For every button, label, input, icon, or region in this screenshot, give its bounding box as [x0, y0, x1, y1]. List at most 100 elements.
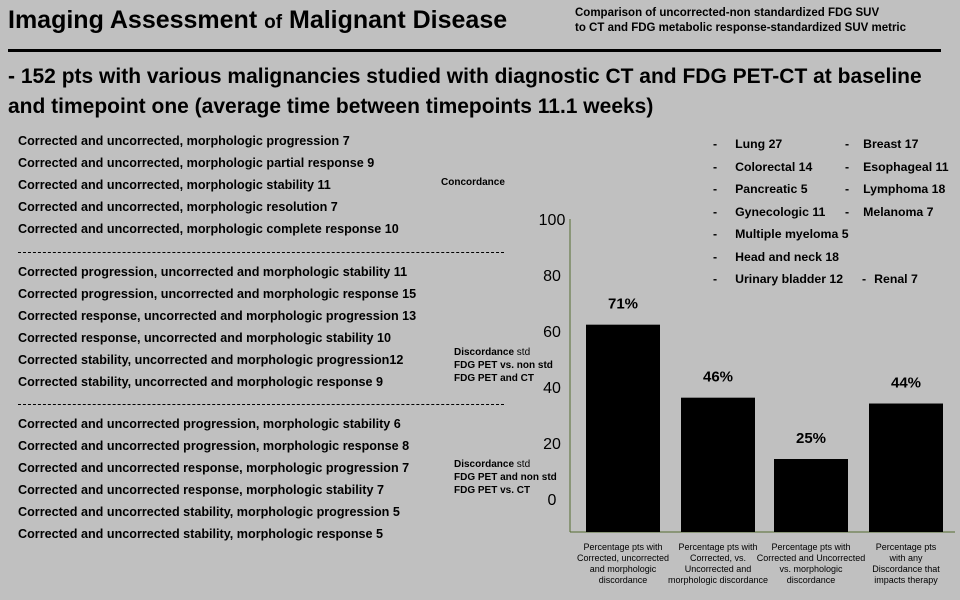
- discordance-std-label-line: FDG PET vs. non std: [454, 360, 553, 371]
- subtitle-line: Comparison of uncorrected-non standardiz…: [575, 7, 880, 19]
- list-item: Corrected and uncorrected, morphologic c…: [18, 222, 399, 236]
- concordance-list: Corrected and uncorrected, morphologic p…: [18, 130, 399, 240]
- x-category-label: Percentage pts with any Discordance that im…: [872, 542, 940, 585]
- discordance-ct-label-line: FDG PET vs. CT: [454, 485, 531, 496]
- x-category-label-line: impacts therapy: [874, 575, 938, 585]
- bullet-dash: -: [713, 227, 718, 241]
- list-item: Corrected and uncorrected progression, m…: [18, 417, 401, 431]
- malignancy-list-right: - Breast 17 - Esophageal 11 - Lymphoma 18 -…: [845, 137, 949, 227]
- discordance-std-label-std: std: [514, 347, 531, 358]
- list-item: Corrected response, uncorrected and morp…: [18, 331, 392, 345]
- discordance-std-label-line: FDG PET and CT: [454, 373, 534, 384]
- list-item: Corrected and uncorrected stability, mor…: [18, 527, 384, 541]
- discordance-ct-list: Corrected and uncorrected progression, m…: [18, 413, 409, 545]
- list-item: Corrected stability, uncorrected and mor…: [18, 353, 404, 367]
- x-category-label-line: Corrected, uncorrected: [577, 553, 669, 563]
- malignancy-item: - Breast 17: [845, 137, 949, 160]
- y-tick-label: 80: [543, 268, 561, 285]
- malignancy-label: Pancreatic 5: [735, 182, 808, 196]
- bar-value-label: 46%: [703, 369, 733, 386]
- malignancy-label: Breast 17: [863, 137, 919, 151]
- x-category-label-line: Percentage pts with: [771, 542, 850, 552]
- malignancy-item: - Head and neck 18: [713, 250, 849, 273]
- bullet-dash: -: [862, 272, 867, 286]
- x-category-label-line: discordance: [787, 575, 836, 585]
- bullet-dash: -: [845, 182, 850, 196]
- y-tick-label: 40: [543, 380, 561, 397]
- slide-title: Imaging Assessment of Malignant Disease: [8, 6, 508, 34]
- x-category-label-line: with any: [888, 553, 923, 563]
- discordance-std-label-title: Discordance: [454, 347, 515, 358]
- malignancy-item: - Lymphoma 18: [845, 182, 949, 205]
- malignancy-item: - Urinary bladder 12: [713, 272, 849, 295]
- malignancy-label: Multiple myeloma 5: [735, 227, 849, 241]
- x-category-label-line: vs. morphologic: [779, 564, 843, 574]
- discordance-ct-label: Discordance std FDG PET and non std FDG …: [454, 458, 557, 497]
- malignancy-label: Colorectal 14: [735, 159, 813, 174]
- list-item: Corrected stability, uncorrected and mor…: [18, 375, 384, 389]
- malignancy-label: Melanoma 7: [863, 204, 934, 219]
- discordance-std-list: Corrected progression, uncorrected and m…: [18, 261, 416, 393]
- bullet-dash: -: [845, 137, 850, 151]
- x-category-label-line: Percentage pts with: [678, 542, 757, 552]
- discordance-ct-label-std: std: [514, 459, 531, 470]
- bar: [586, 324, 660, 532]
- x-category-label-line: Corrected and Uncorrected: [757, 553, 866, 563]
- x-category-label: Percentage pts with Corrected, vs. Uncorre…: [668, 542, 768, 585]
- list-item: Corrected progression, uncorrected and m…: [18, 287, 417, 301]
- malignancy-label: Gynecologic 11: [735, 204, 826, 219]
- list-item: Corrected response, uncorrected and morp…: [18, 309, 417, 323]
- malignancy-label: Lung 27: [735, 137, 783, 151]
- bar: [774, 459, 848, 532]
- malignancy-item: - Esophageal 11: [845, 160, 949, 183]
- malignancy-label: Urinary bladder 12: [735, 272, 844, 286]
- x-category-label-line: Percentage pts with: [583, 542, 662, 552]
- bar-value-label: 44%: [891, 375, 921, 392]
- list-item: Corrected and uncorrected response, morp…: [18, 461, 410, 475]
- list-item: Corrected and uncorrected response, morp…: [18, 483, 384, 497]
- list-item: Corrected and uncorrected, morphologic s…: [18, 178, 331, 192]
- list-item: Corrected and uncorrected, morphologic p…: [18, 134, 350, 148]
- list-item: Corrected and uncorrected stability, mor…: [18, 505, 400, 519]
- malignancy-item: - Multiple myeloma 5: [713, 227, 849, 250]
- x-category-label-line: Uncorrected and: [685, 564, 752, 574]
- x-category-label-line: Corrected, vs.: [690, 553, 746, 563]
- study-summary: - 152 pts with various malignancies stud…: [8, 65, 922, 118]
- bullet-dash: -: [713, 272, 718, 286]
- malignancy-item: - Renal 7: [862, 272, 918, 286]
- bullet-dash: -: [845, 159, 850, 174]
- discordance-ct-label-title: Discordance: [454, 459, 515, 470]
- list-item: Corrected and uncorrected, morphologic r…: [18, 200, 338, 214]
- y-tick-labels: 100 80 60 40 20 0: [539, 212, 566, 509]
- bars: [586, 324, 943, 532]
- concordance-label: Concordance: [441, 177, 505, 188]
- malignancy-item: - Lung 27: [713, 137, 849, 160]
- bar-value-labels: 71% 46% 25% 44%: [608, 296, 921, 447]
- y-tick-label: 100: [539, 212, 566, 229]
- x-category-label-line: and morphologic: [590, 564, 657, 574]
- title-divider: [8, 49, 941, 52]
- bar-value-label: 25%: [796, 430, 826, 447]
- list-item: Corrected and uncorrected, morphologic p…: [18, 156, 375, 170]
- list-item: Corrected and uncorrected progression, m…: [18, 439, 410, 453]
- malignancy-item: - Melanoma 7: [845, 205, 949, 228]
- malignancy-item: - Colorectal 14: [713, 160, 849, 183]
- bar-value-label: 71%: [608, 296, 638, 313]
- subtitle-line: to CT and FDG metabolic response-standar…: [575, 22, 907, 34]
- bullet-dash: -: [713, 182, 718, 196]
- malignancy-list-left: - Lung 27 - Colorectal 14 - Pancreatic 5 - G…: [713, 137, 849, 295]
- bullet-dash: -: [713, 137, 718, 151]
- x-category-label-line: morphologic discordance: [668, 575, 768, 585]
- section-divider: [18, 252, 504, 253]
- slide-subtitle: Comparison of uncorrected-non standardiz…: [575, 6, 955, 36]
- list-item: Corrected progression, uncorrected and m…: [18, 265, 408, 279]
- x-category-labels: Percentage pts with Corrected, uncorrecte…: [577, 542, 940, 585]
- section-divider: [18, 404, 504, 405]
- malignancy-item: - Gynecologic 11: [713, 205, 849, 228]
- y-tick-label: 20: [543, 436, 561, 453]
- discordance-ct-label-line: FDG PET and non std: [454, 472, 557, 483]
- x-category-label-line: discordance: [599, 575, 648, 585]
- bar: [681, 397, 755, 532]
- bar: [869, 403, 943, 532]
